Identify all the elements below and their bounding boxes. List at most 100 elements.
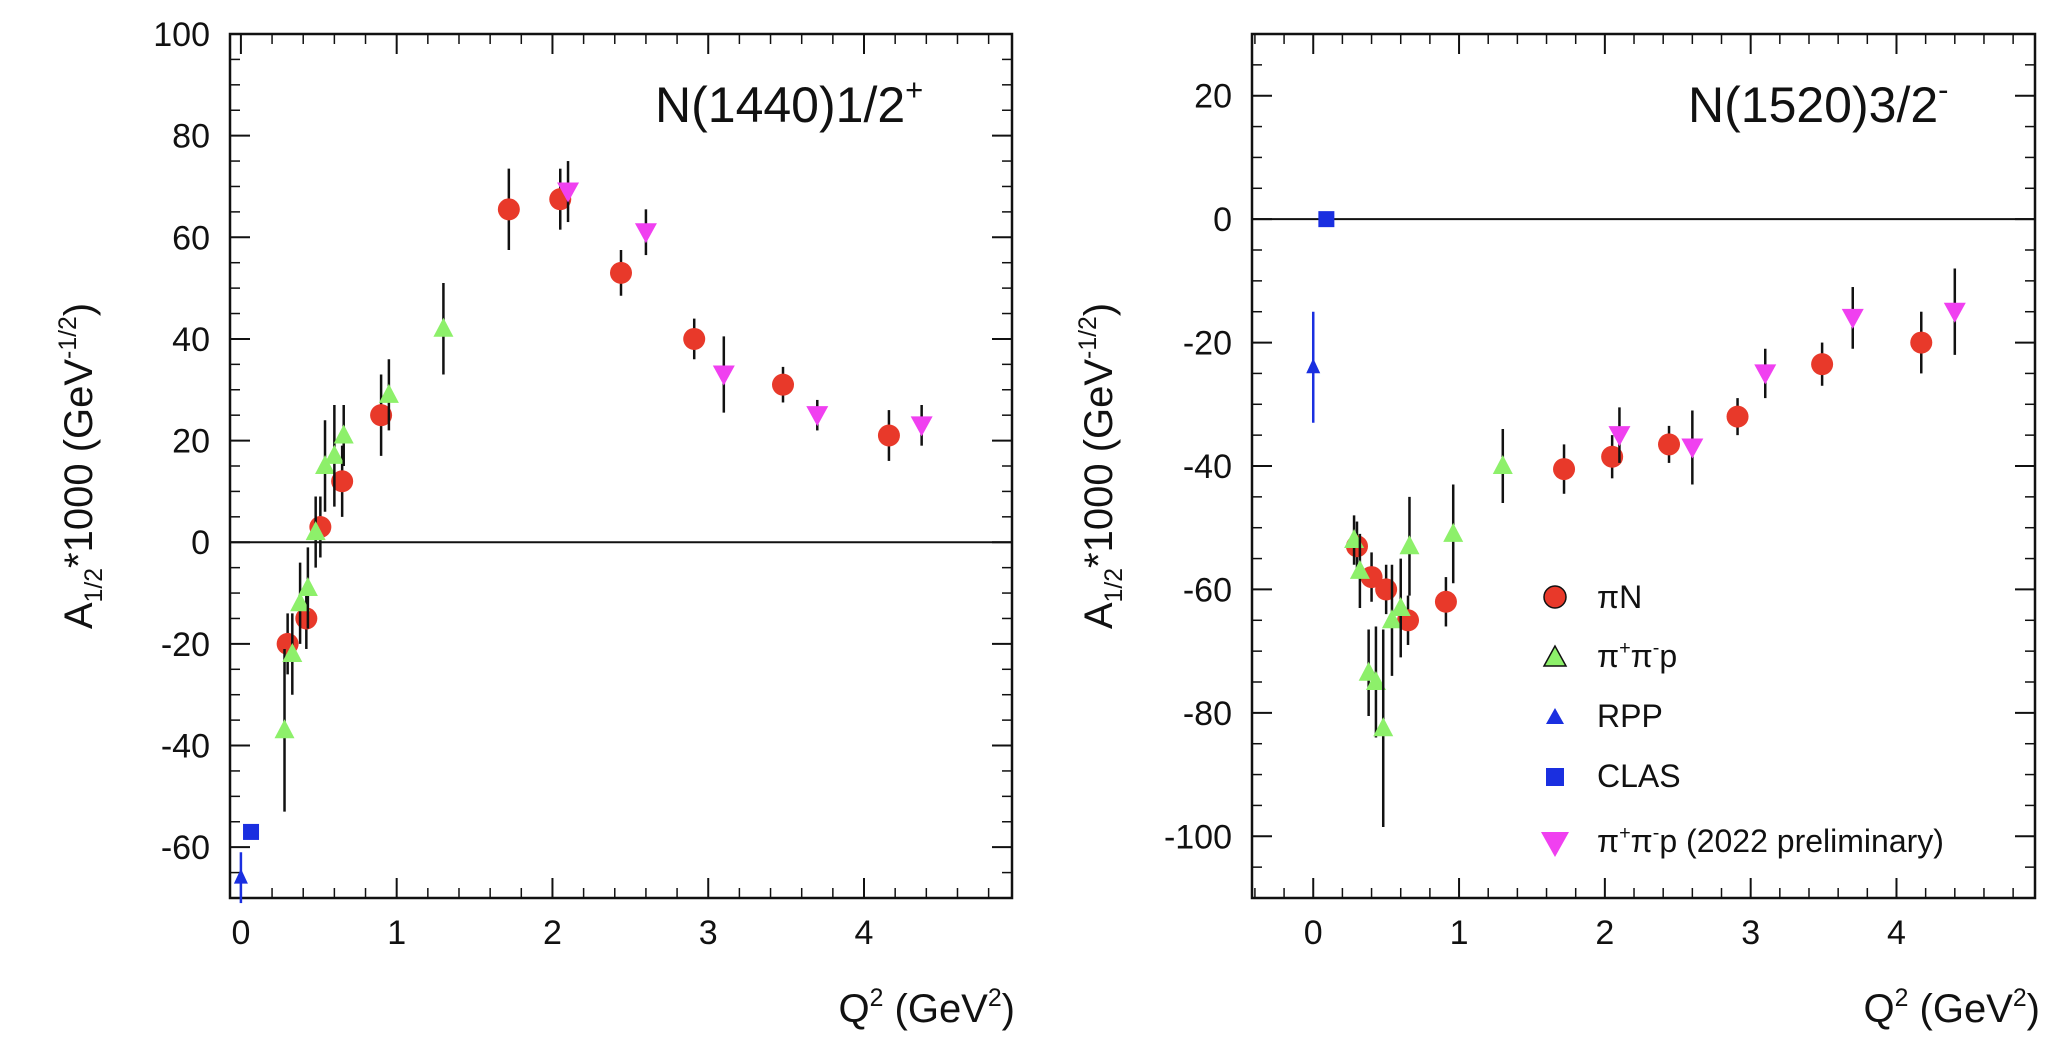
right-marker-piN (1360, 566, 1383, 589)
left-xlabel-unit-sup: 2 (988, 985, 1002, 1012)
right-marker-piN (1601, 445, 1624, 468)
left-ylabel-sup: -1/2 (55, 316, 82, 359)
left-marker-piN (877, 424, 900, 447)
left-marker-pipip (378, 383, 399, 403)
left-point-pipip (274, 648, 295, 812)
left-chart-title-main: N(1440)1/2 (655, 77, 905, 133)
left-chart-title: N(1440)1/2+ (655, 72, 923, 133)
left-ylabel-sub: 1/2 (81, 568, 108, 602)
left-marker-pipip (333, 424, 354, 444)
left-point-pipip (282, 613, 303, 695)
right-marker-rpp (1306, 358, 1321, 374)
right-ytick-label: -20 (1183, 325, 1232, 363)
right-ytick-label: 20 (1194, 78, 1232, 116)
left-y-axis-title: A1/2*1000 (GeV-1/2) (55, 303, 108, 629)
right-ytick-label: -60 (1183, 571, 1232, 609)
right-chart-title: N(1520)3/2- (1688, 72, 1948, 133)
left-xlabel-close: ) (1002, 987, 1015, 1031)
legend-pipip-main: π (1597, 638, 1619, 674)
right-marker-pipip (1492, 455, 1513, 474)
right-data-marks (1306, 211, 1966, 828)
left-xlabel-unit: (GeV (883, 987, 988, 1031)
right-marker-piN (1910, 331, 1933, 354)
left-point-pipip (378, 359, 399, 431)
legend-clas-main: CLAS (1597, 758, 1681, 794)
right-marker-prelim (1943, 302, 1966, 323)
left-ytick-label: 0 (191, 524, 210, 562)
right-xlabel-close: ) (2027, 987, 2040, 1031)
left-ytick-label: 100 (153, 16, 210, 54)
right-marker-pipip (1373, 717, 1394, 737)
left-ylabel-main: A (57, 602, 101, 629)
right-point-pipip (1390, 558, 1411, 658)
left-marker-pipip (305, 521, 326, 541)
left-point-piN (683, 318, 706, 360)
right-xtick-label: 1 (1450, 914, 1469, 952)
right-ylabel-main: A (1077, 602, 1121, 629)
legend-pipip-tail: p (1659, 638, 1677, 674)
right-chart-title-sup: - (1938, 72, 1948, 107)
legend-label-clas: CLAS (1597, 758, 1681, 794)
right-point-piN (1726, 398, 1749, 436)
right-marker-pipip (1349, 559, 1370, 579)
left-marker-pipip (315, 455, 336, 474)
right-ytick-label: -40 (1183, 448, 1232, 486)
right-point-pipip (1373, 629, 1394, 828)
right-point-pipip (1443, 484, 1464, 584)
legend-prelim-sup2: - (1653, 822, 1660, 844)
right-ytick-label: -80 (1183, 695, 1232, 733)
left-point-pipip (433, 283, 454, 375)
left-point-prelim (634, 209, 657, 256)
right-ticks (1252, 33, 2035, 899)
left-xtick-label: 4 (855, 914, 874, 952)
right-marker-pipip (1443, 522, 1464, 542)
left-chart: 0 1 2 3 4 -60 -40 -20 0 20 40 60 80 100 N(1440)1/2+ Q… (55, 16, 1015, 1031)
right-point-pipip (1349, 533, 1370, 608)
left-marker-piN (497, 198, 520, 221)
left-point-clas (243, 823, 260, 840)
left-point-piN (370, 374, 393, 456)
left-point-pipip (305, 496, 326, 568)
left-ytick-label: -20 (161, 626, 210, 664)
right-tick-labels: 0 1 2 3 4 -100 -80 -60 -40 -20 0 20 (1164, 78, 1906, 952)
right-point-piN (1601, 435, 1624, 479)
left-point-piN (276, 613, 299, 675)
left-marker-pipip (297, 576, 318, 596)
legend-rpp-main: RPP (1597, 698, 1663, 734)
right-ylabel-close: ) (1077, 303, 1121, 316)
left-ytick-label: -60 (161, 829, 210, 867)
legend-pipip-sup2: - (1653, 637, 1660, 659)
left-point-pipip (315, 420, 336, 512)
left-point-prelim (557, 161, 580, 223)
legend-marker-clas (1546, 768, 1564, 786)
left-xlabel-sup: 2 (870, 985, 884, 1012)
left-point-pipip (297, 547, 318, 629)
right-point-piN (1553, 444, 1576, 494)
left-ytick-label: 40 (172, 321, 210, 359)
right-point-piN (1658, 425, 1681, 463)
legend: πN π+π-p RPP CLAS π+π-p (2022 preliminar… (1541, 579, 1944, 859)
left-marker-prelim (557, 182, 580, 203)
left-chart-title-sup: + (905, 72, 923, 107)
right-xlabel-unit: (GeV (1908, 987, 2013, 1031)
left-ytick-label: 60 (172, 219, 210, 257)
right-marker-piN (1658, 433, 1681, 456)
legend-marker-rpp (1546, 708, 1564, 724)
right-marker-prelim (1754, 364, 1777, 385)
right-marker-piN (1553, 458, 1576, 481)
right-marker-piN (1811, 353, 1834, 376)
right-point-pipip (1492, 428, 1513, 504)
left-point-piN (772, 366, 795, 403)
right-point-pipip (1381, 564, 1402, 676)
left-xtick-label: 1 (387, 914, 406, 952)
right-xtick-label: 4 (1887, 914, 1906, 952)
left-data-marks (233, 161, 933, 904)
left-marker-pipip (324, 444, 345, 464)
right-ytick-label: -100 (1164, 818, 1232, 856)
left-marker-prelim (910, 416, 933, 437)
right-marker-pipip (1381, 609, 1402, 629)
legend-label-rpp: RPP (1597, 698, 1663, 734)
left-marker-piN (772, 373, 795, 396)
